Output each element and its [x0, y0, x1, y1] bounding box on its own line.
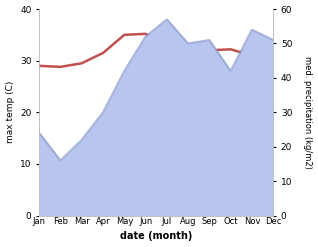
Y-axis label: med. precipitation (kg/m2): med. precipitation (kg/m2) — [303, 56, 313, 169]
Y-axis label: max temp (C): max temp (C) — [5, 81, 15, 144]
X-axis label: date (month): date (month) — [120, 231, 192, 242]
